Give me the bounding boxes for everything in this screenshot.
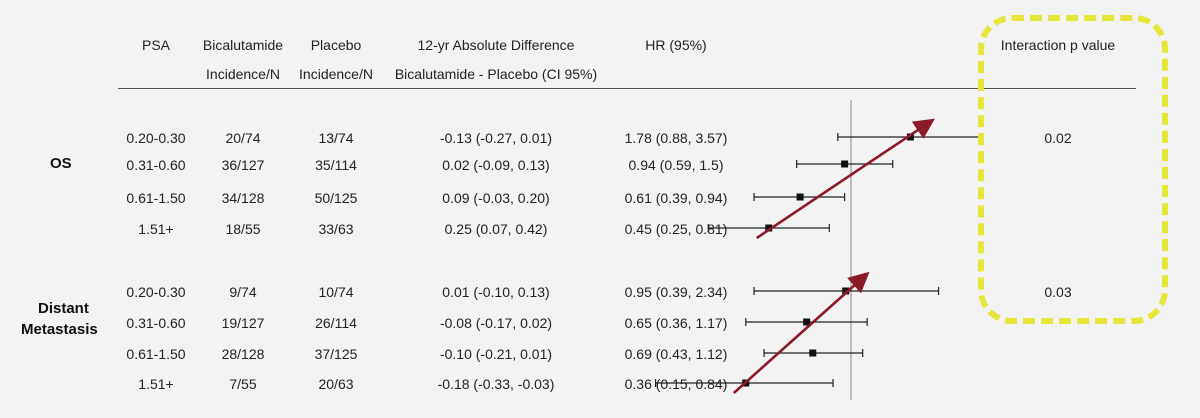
cell-psa: 0.61-1.50 <box>126 346 186 362</box>
cell-bicalutamide: 28/128 <box>221 346 265 362</box>
hr-point <box>765 224 773 232</box>
cell-hr: 0.45 (0.25, 0.81) <box>624 221 728 237</box>
cell-abs-difference: -0.10 (-0.21, 0.01) <box>439 346 553 362</box>
cell-placebo: 50/125 <box>314 190 358 206</box>
cell-placebo: 13/74 <box>318 130 354 146</box>
hr-point <box>803 318 811 326</box>
cell-psa: 0.20-0.30 <box>126 284 186 300</box>
header-divider <box>118 88 1136 89</box>
cell-abs-difference: 0.25 (0.07, 0.42) <box>444 221 548 237</box>
cell-psa: 0.61-1.50 <box>126 190 186 206</box>
interaction-p-distant: 0.03 <box>1044 284 1072 300</box>
cell-bicalutamide: 7/55 <box>229 376 257 392</box>
cell-hr: 1.78 (0.88, 3.57) <box>624 130 728 146</box>
hr-point <box>842 287 850 295</box>
trend-arrow <box>756 118 935 240</box>
cell-placebo: 20/63 <box>318 376 354 392</box>
header-interaction-p: Interaction p value <box>1000 37 1116 53</box>
group-label-os: OS <box>50 155 72 172</box>
cell-abs-difference: -0.08 (-0.17, 0.02) <box>439 315 553 331</box>
cell-bicalutamide: 9/74 <box>229 284 257 300</box>
cell-bicalutamide: 36/127 <box>221 157 265 173</box>
header-abs-difference-sub: Bicalutamide - Placebo (CI 95%) <box>394 66 598 82</box>
cell-psa: 0.31-0.60 <box>126 315 186 331</box>
header-bicalutamide-sub: Incidence/N <box>206 66 280 82</box>
cell-psa: 0.31-0.60 <box>126 157 186 173</box>
cell-hr: 0.69 (0.43, 1.12) <box>624 346 728 362</box>
cell-abs-difference: -0.13 (-0.27, 0.01) <box>439 130 553 146</box>
hr-point <box>906 133 914 141</box>
cell-placebo: 33/63 <box>318 221 354 237</box>
cell-bicalutamide: 18/55 <box>225 221 261 237</box>
cell-hr: 0.95 (0.39, 2.34) <box>624 284 728 300</box>
hr-point <box>809 349 817 357</box>
header-placebo-sub: Incidence/N <box>299 66 373 82</box>
header-abs-difference: 12-yr Absolute Difference <box>417 37 575 53</box>
cell-placebo: 37/125 <box>314 346 358 362</box>
cell-abs-difference: 0.09 (-0.03, 0.20) <box>442 190 550 206</box>
cell-psa: 1.51+ <box>138 376 174 392</box>
header-placebo: Placebo <box>310 37 362 53</box>
trend-arrow <box>732 271 870 394</box>
cell-abs-difference: -0.18 (-0.33, -0.03) <box>437 376 555 392</box>
cell-hr: 0.94 (0.59, 1.5) <box>628 157 724 173</box>
hr-point <box>796 193 804 201</box>
interaction-p-os: 0.02 <box>1044 130 1072 146</box>
cell-hr: 0.61 (0.39, 0.94) <box>624 190 728 206</box>
cell-abs-difference: 0.01 (-0.10, 0.13) <box>442 284 550 300</box>
cell-hr: 0.36 (0.15, 0.84) <box>624 376 728 392</box>
header-psa: PSA <box>141 37 171 53</box>
cell-bicalutamide: 19/127 <box>221 315 265 331</box>
header-bicalutamide: Bicalutamide <box>202 37 284 53</box>
cell-psa: 0.20-0.30 <box>126 130 186 146</box>
cell-abs-difference: 0.02 (-0.09, 0.13) <box>442 157 550 173</box>
interaction-highlight-box <box>978 15 1168 324</box>
group-label-metastasis: Metastasis <box>21 321 98 338</box>
group-label-distant: Distant <box>38 300 89 317</box>
cell-hr: 0.65 (0.36, 1.17) <box>624 315 728 331</box>
header-hr: HR (95%) <box>645 37 707 53</box>
cell-placebo: 10/74 <box>318 284 354 300</box>
cell-bicalutamide: 20/74 <box>225 130 261 146</box>
cell-placebo: 35/114 <box>315 157 357 173</box>
cell-placebo: 26/114 <box>315 315 357 331</box>
cell-psa: 1.51+ <box>138 221 174 237</box>
hr-point <box>841 160 849 168</box>
cell-bicalutamide: 34/128 <box>221 190 265 206</box>
